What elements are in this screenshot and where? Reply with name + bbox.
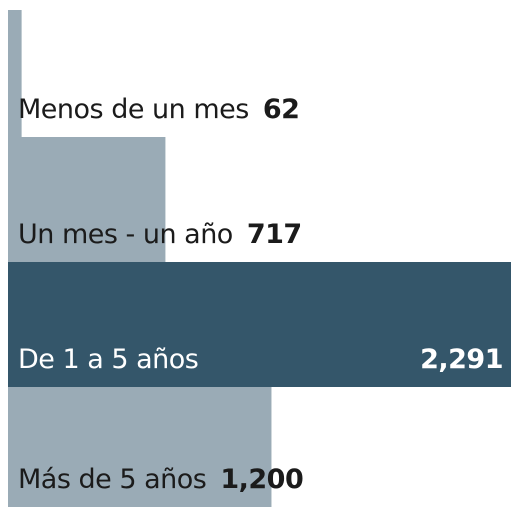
bar [8,387,272,507]
category-label: Más de 5 años [18,464,206,495]
value-label: 717 [247,219,302,250]
value-label: 1,200 [220,464,303,495]
category-label: Un mes - un año [18,219,233,250]
bar [8,262,511,387]
category-label: Menos de un mes [18,94,249,125]
category-label: De 1 a 5 años [18,344,198,375]
value-label: 2,291 [420,344,503,375]
bar [8,137,166,262]
bar [8,10,22,137]
value-label: 62 [263,94,300,125]
